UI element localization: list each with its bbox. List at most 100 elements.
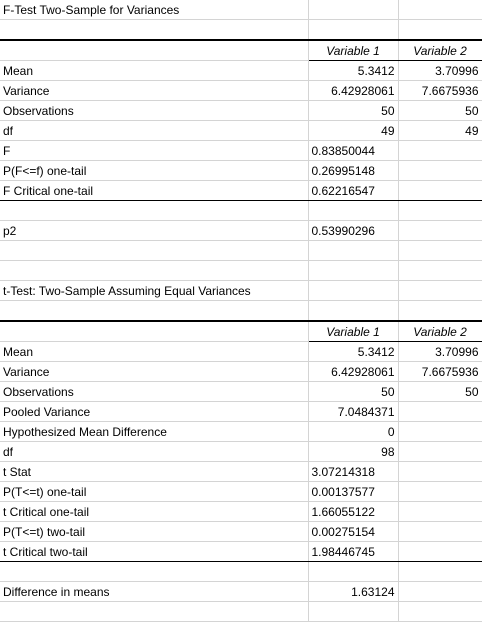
cell[interactable] bbox=[398, 601, 482, 622]
ftest-title[interactable]: F-Test Two-Sample for Variances bbox=[0, 0, 309, 20]
value-cell[interactable] bbox=[398, 180, 482, 201]
value-cell[interactable]: 49 bbox=[308, 120, 399, 141]
ftest-header-variable-2[interactable]: Variable 2 bbox=[398, 39, 482, 61]
cell[interactable] bbox=[0, 19, 309, 41]
value-cell[interactable]: 3.07214318 bbox=[308, 461, 399, 482]
value-cell[interactable]: 0.26995148 bbox=[308, 160, 399, 181]
ttest-header-variable-1[interactable]: Variable 1 bbox=[308, 320, 399, 342]
cell[interactable] bbox=[308, 240, 399, 261]
value-cell[interactable]: 0.00137577 bbox=[308, 481, 399, 502]
cell[interactable] bbox=[308, 300, 399, 322]
row-label[interactable]: Variance bbox=[0, 80, 309, 101]
ttest-header-variable-2[interactable]: Variable 2 bbox=[398, 320, 482, 342]
cell[interactable] bbox=[308, 561, 399, 582]
ttest-title[interactable]: t-Test: Two-Sample Assuming Equal Varian… bbox=[0, 280, 309, 301]
value-cell[interactable]: 0 bbox=[308, 421, 399, 442]
value-cell[interactable]: 0.62216547 bbox=[308, 180, 399, 201]
value-cell[interactable]: 49 bbox=[398, 120, 482, 141]
value-cell[interactable] bbox=[398, 160, 482, 181]
value-cell[interactable]: 50 bbox=[398, 100, 482, 121]
value-cell[interactable]: 5.3412 bbox=[308, 60, 399, 81]
cell[interactable] bbox=[398, 581, 482, 602]
row-label[interactable]: t Critical two-tail bbox=[0, 541, 309, 562]
cell[interactable] bbox=[0, 39, 309, 61]
row-label[interactable]: Variance bbox=[0, 361, 309, 382]
value-cell[interactable]: 3.70996 bbox=[398, 341, 482, 362]
p2-value[interactable]: 0.53990296 bbox=[308, 220, 399, 241]
cell[interactable] bbox=[0, 601, 309, 622]
cell[interactable] bbox=[308, 19, 399, 41]
value-cell[interactable] bbox=[398, 140, 482, 161]
value-cell[interactable]: 1.66055122 bbox=[308, 501, 399, 522]
cell[interactable] bbox=[398, 0, 482, 20]
cell[interactable] bbox=[398, 220, 482, 241]
value-cell[interactable]: 50 bbox=[398, 381, 482, 402]
row-label[interactable]: Observations bbox=[0, 100, 309, 121]
cell[interactable] bbox=[398, 19, 482, 41]
ftest-header-variable-1[interactable]: Variable 1 bbox=[308, 39, 399, 61]
cell[interactable] bbox=[0, 320, 309, 342]
row-label[interactable]: F Critical one-tail bbox=[0, 180, 309, 201]
row-label[interactable]: t Critical one-tail bbox=[0, 501, 309, 522]
ttest-row-hyp-mean-diff: Hypothesized Mean Difference 0 bbox=[0, 421, 482, 442]
cell[interactable] bbox=[398, 260, 482, 281]
value-cell[interactable]: 0.00275154 bbox=[308, 521, 399, 542]
row-label[interactable]: F bbox=[0, 140, 309, 161]
row-label[interactable]: Hypothesized Mean Difference bbox=[0, 421, 309, 442]
value-cell[interactable]: 50 bbox=[308, 100, 399, 121]
cell[interactable] bbox=[308, 280, 399, 301]
value-cell[interactable]: 6.42928061 bbox=[308, 361, 399, 382]
value-cell[interactable] bbox=[398, 541, 482, 562]
cell[interactable] bbox=[398, 300, 482, 322]
ftest-row-mean: Mean 5.3412 3.70996 bbox=[0, 60, 482, 81]
blank-row bbox=[0, 19, 482, 41]
value-cell[interactable]: 3.70996 bbox=[398, 60, 482, 81]
cell[interactable] bbox=[308, 260, 399, 281]
value-cell[interactable]: 50 bbox=[308, 381, 399, 402]
cell[interactable] bbox=[398, 200, 482, 221]
cell[interactable] bbox=[0, 200, 309, 221]
value-cell[interactable]: 5.3412 bbox=[308, 341, 399, 362]
row-label[interactable]: df bbox=[0, 441, 309, 462]
cell[interactable] bbox=[0, 240, 309, 261]
row-label[interactable]: P(T<=t) two-tail bbox=[0, 521, 309, 542]
cell[interactable] bbox=[308, 601, 399, 622]
value-cell[interactable]: 6.42928061 bbox=[308, 80, 399, 101]
cell[interactable] bbox=[0, 561, 309, 582]
row-label[interactable]: t Stat bbox=[0, 461, 309, 482]
row-label[interactable]: Observations bbox=[0, 381, 309, 402]
diff-row: Difference in means 1.63124 bbox=[0, 581, 482, 602]
cell[interactable] bbox=[398, 280, 482, 301]
diff-value[interactable]: 1.63124 bbox=[308, 581, 399, 602]
value-cell[interactable] bbox=[398, 401, 482, 422]
value-cell[interactable]: 7.6675936 bbox=[398, 80, 482, 101]
cell[interactable] bbox=[398, 240, 482, 261]
value-cell[interactable]: 0.83850044 bbox=[308, 140, 399, 161]
value-cell[interactable] bbox=[398, 441, 482, 462]
row-label[interactable]: P(T<=t) one-tail bbox=[0, 481, 309, 502]
ftest-row-observations: Observations 50 50 bbox=[0, 100, 482, 121]
value-cell[interactable] bbox=[398, 421, 482, 442]
value-cell[interactable] bbox=[398, 461, 482, 482]
row-label[interactable]: Pooled Variance bbox=[0, 401, 309, 422]
value-cell[interactable]: 7.0484371 bbox=[308, 401, 399, 422]
row-label[interactable]: Mean bbox=[0, 341, 309, 362]
ttest-row-variance: Variance 6.42928061 7.6675936 bbox=[0, 361, 482, 382]
cell[interactable] bbox=[0, 260, 309, 281]
value-cell[interactable] bbox=[398, 501, 482, 522]
row-label[interactable]: df bbox=[0, 120, 309, 141]
value-cell[interactable]: 1.98446745 bbox=[308, 541, 399, 562]
blank-row bbox=[0, 300, 482, 322]
value-cell[interactable]: 98 bbox=[308, 441, 399, 462]
cell[interactable] bbox=[308, 200, 399, 221]
value-cell[interactable] bbox=[398, 481, 482, 502]
row-label[interactable]: P(F<=f) one-tail bbox=[0, 160, 309, 181]
value-cell[interactable]: 7.6675936 bbox=[398, 361, 482, 382]
cell[interactable] bbox=[398, 561, 482, 582]
cell[interactable] bbox=[308, 0, 399, 20]
cell[interactable] bbox=[0, 300, 309, 322]
value-cell[interactable] bbox=[398, 521, 482, 542]
row-label[interactable]: Mean bbox=[0, 60, 309, 81]
diff-label[interactable]: Difference in means bbox=[0, 581, 309, 602]
p2-label[interactable]: p2 bbox=[0, 220, 309, 241]
